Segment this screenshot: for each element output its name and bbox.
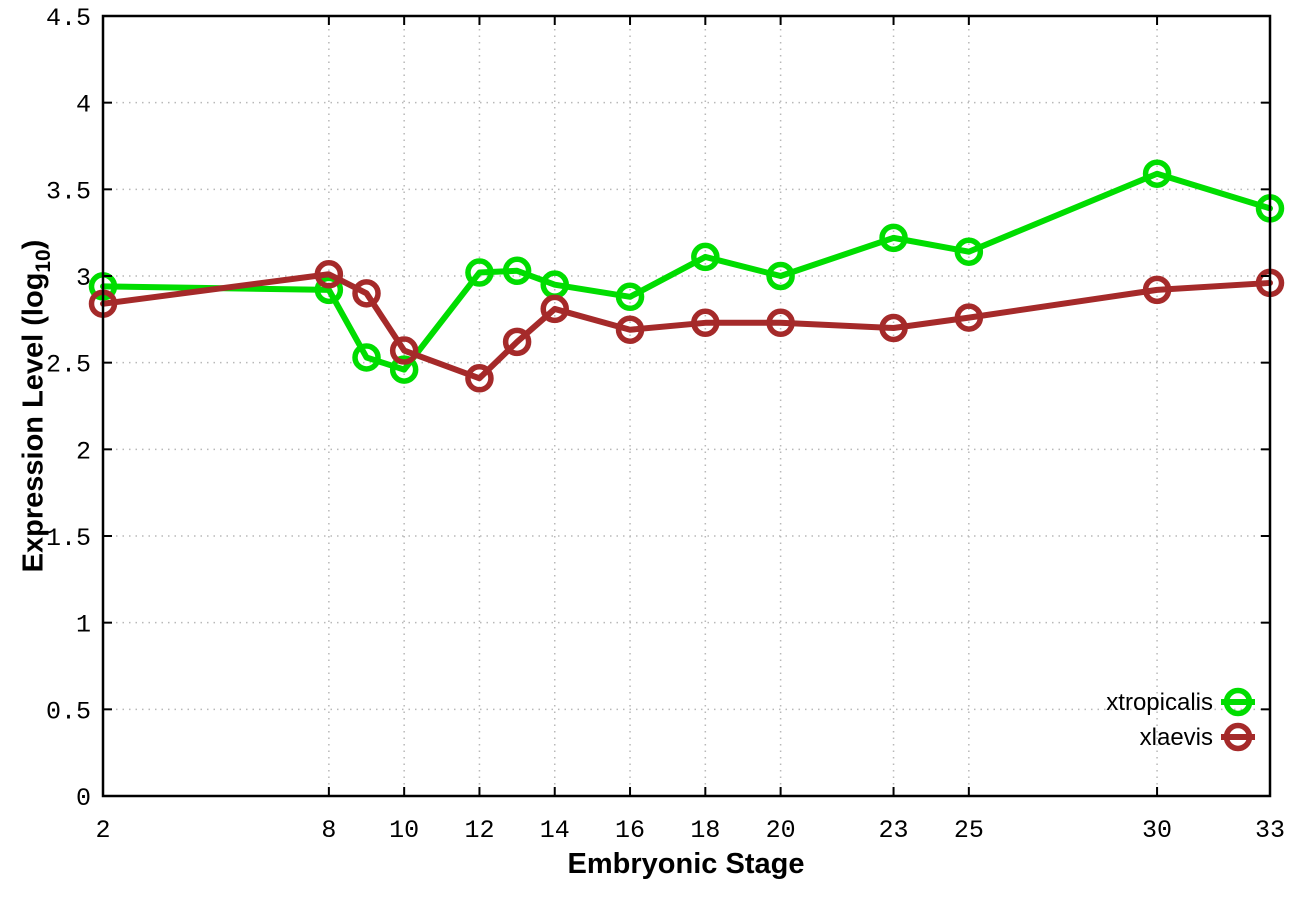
y-axis-title: Expression Level (log10) (17, 239, 55, 573)
grid-lines (103, 16, 1270, 796)
y-tick-label: 3 (76, 264, 91, 293)
series-line (100, 170, 1273, 373)
data-point-marker (502, 256, 532, 286)
legend-sample-marker (1223, 722, 1253, 752)
y-axis-title-subscript: 10 (31, 249, 55, 273)
legend-sample-marker (1223, 687, 1253, 717)
y-tick-label: 4 (76, 91, 91, 120)
y-tick-label: 0.5 (46, 697, 91, 726)
data-point-marker (766, 308, 795, 338)
x-tick-label: 30 (1142, 816, 1172, 845)
series-xtropicalis (88, 159, 1285, 384)
plot-border-rect (101, 14, 1272, 798)
x-tick-label: 33 (1255, 816, 1285, 845)
x-tick-label: 18 (690, 816, 720, 845)
data-point-marker (352, 279, 381, 308)
legend: xtropicalis xlaevis (1106, 687, 1255, 752)
x-tick-label: 12 (464, 816, 494, 845)
data-point-marker (1142, 275, 1172, 305)
data-point-marker (352, 343, 381, 372)
data-point-marker (389, 355, 419, 384)
data-point-marker (879, 223, 908, 253)
y-tick-label: 4.5 (46, 4, 91, 33)
y-tick-label: 2.5 (46, 351, 91, 380)
x-tick-label: 23 (879, 816, 909, 845)
axis-ticks (102, 15, 1271, 797)
y-tick-label: 3.5 (46, 177, 91, 206)
legend-label: xtropicalis (1106, 689, 1213, 716)
x-tick-label: 16 (615, 816, 645, 845)
y-tick-label: 2 (76, 437, 91, 466)
x-tick-label: 14 (540, 816, 570, 845)
x-tick-label: 8 (321, 816, 336, 845)
y-tick-label: 1.5 (46, 524, 91, 553)
data-point-marker (389, 336, 419, 365)
data-point-marker (766, 261, 795, 291)
y-axis-title-close: ) (17, 239, 50, 250)
legend-item-xtropicalis: xtropicalis (1106, 687, 1255, 717)
y-axis-title-text: Expression Level (log (17, 272, 50, 573)
x-tick-label: 10 (389, 816, 419, 845)
data-series (88, 159, 1285, 393)
legend-item-xlaevis: xlaevis (1140, 722, 1255, 752)
data-point-marker (615, 315, 645, 344)
data-point-marker (465, 364, 494, 393)
x-tick-label: 20 (766, 816, 796, 845)
legend-label: xlaevis (1140, 724, 1213, 751)
data-point-marker (314, 260, 344, 289)
data-point-marker (465, 258, 494, 287)
plot-border (101, 14, 1272, 798)
data-point-marker (502, 327, 532, 357)
tick-labels: 2 8 10 12 14 16 18 20 23 25 30 33 0 0.5 1 1.5 2 2.5 3 3.5 4 4… (46, 4, 1285, 845)
data-point-marker (314, 275, 344, 305)
series-xlaevis (88, 260, 1285, 393)
data-point-marker (540, 294, 569, 324)
x-axis-title: Embryonic Stage (567, 848, 805, 880)
data-point-marker (954, 303, 984, 332)
data-point-marker (879, 313, 908, 343)
data-point-marker (691, 308, 720, 338)
y-tick-label: 1 (76, 611, 91, 640)
y-tick-label: 0 (76, 784, 91, 813)
x-tick-label: 25 (954, 816, 984, 845)
data-point-marker (615, 282, 645, 312)
data-point-marker (1142, 159, 1172, 188)
data-point-marker (691, 242, 720, 272)
x-tick-label: 2 (95, 816, 110, 845)
data-point-marker (954, 237, 984, 266)
